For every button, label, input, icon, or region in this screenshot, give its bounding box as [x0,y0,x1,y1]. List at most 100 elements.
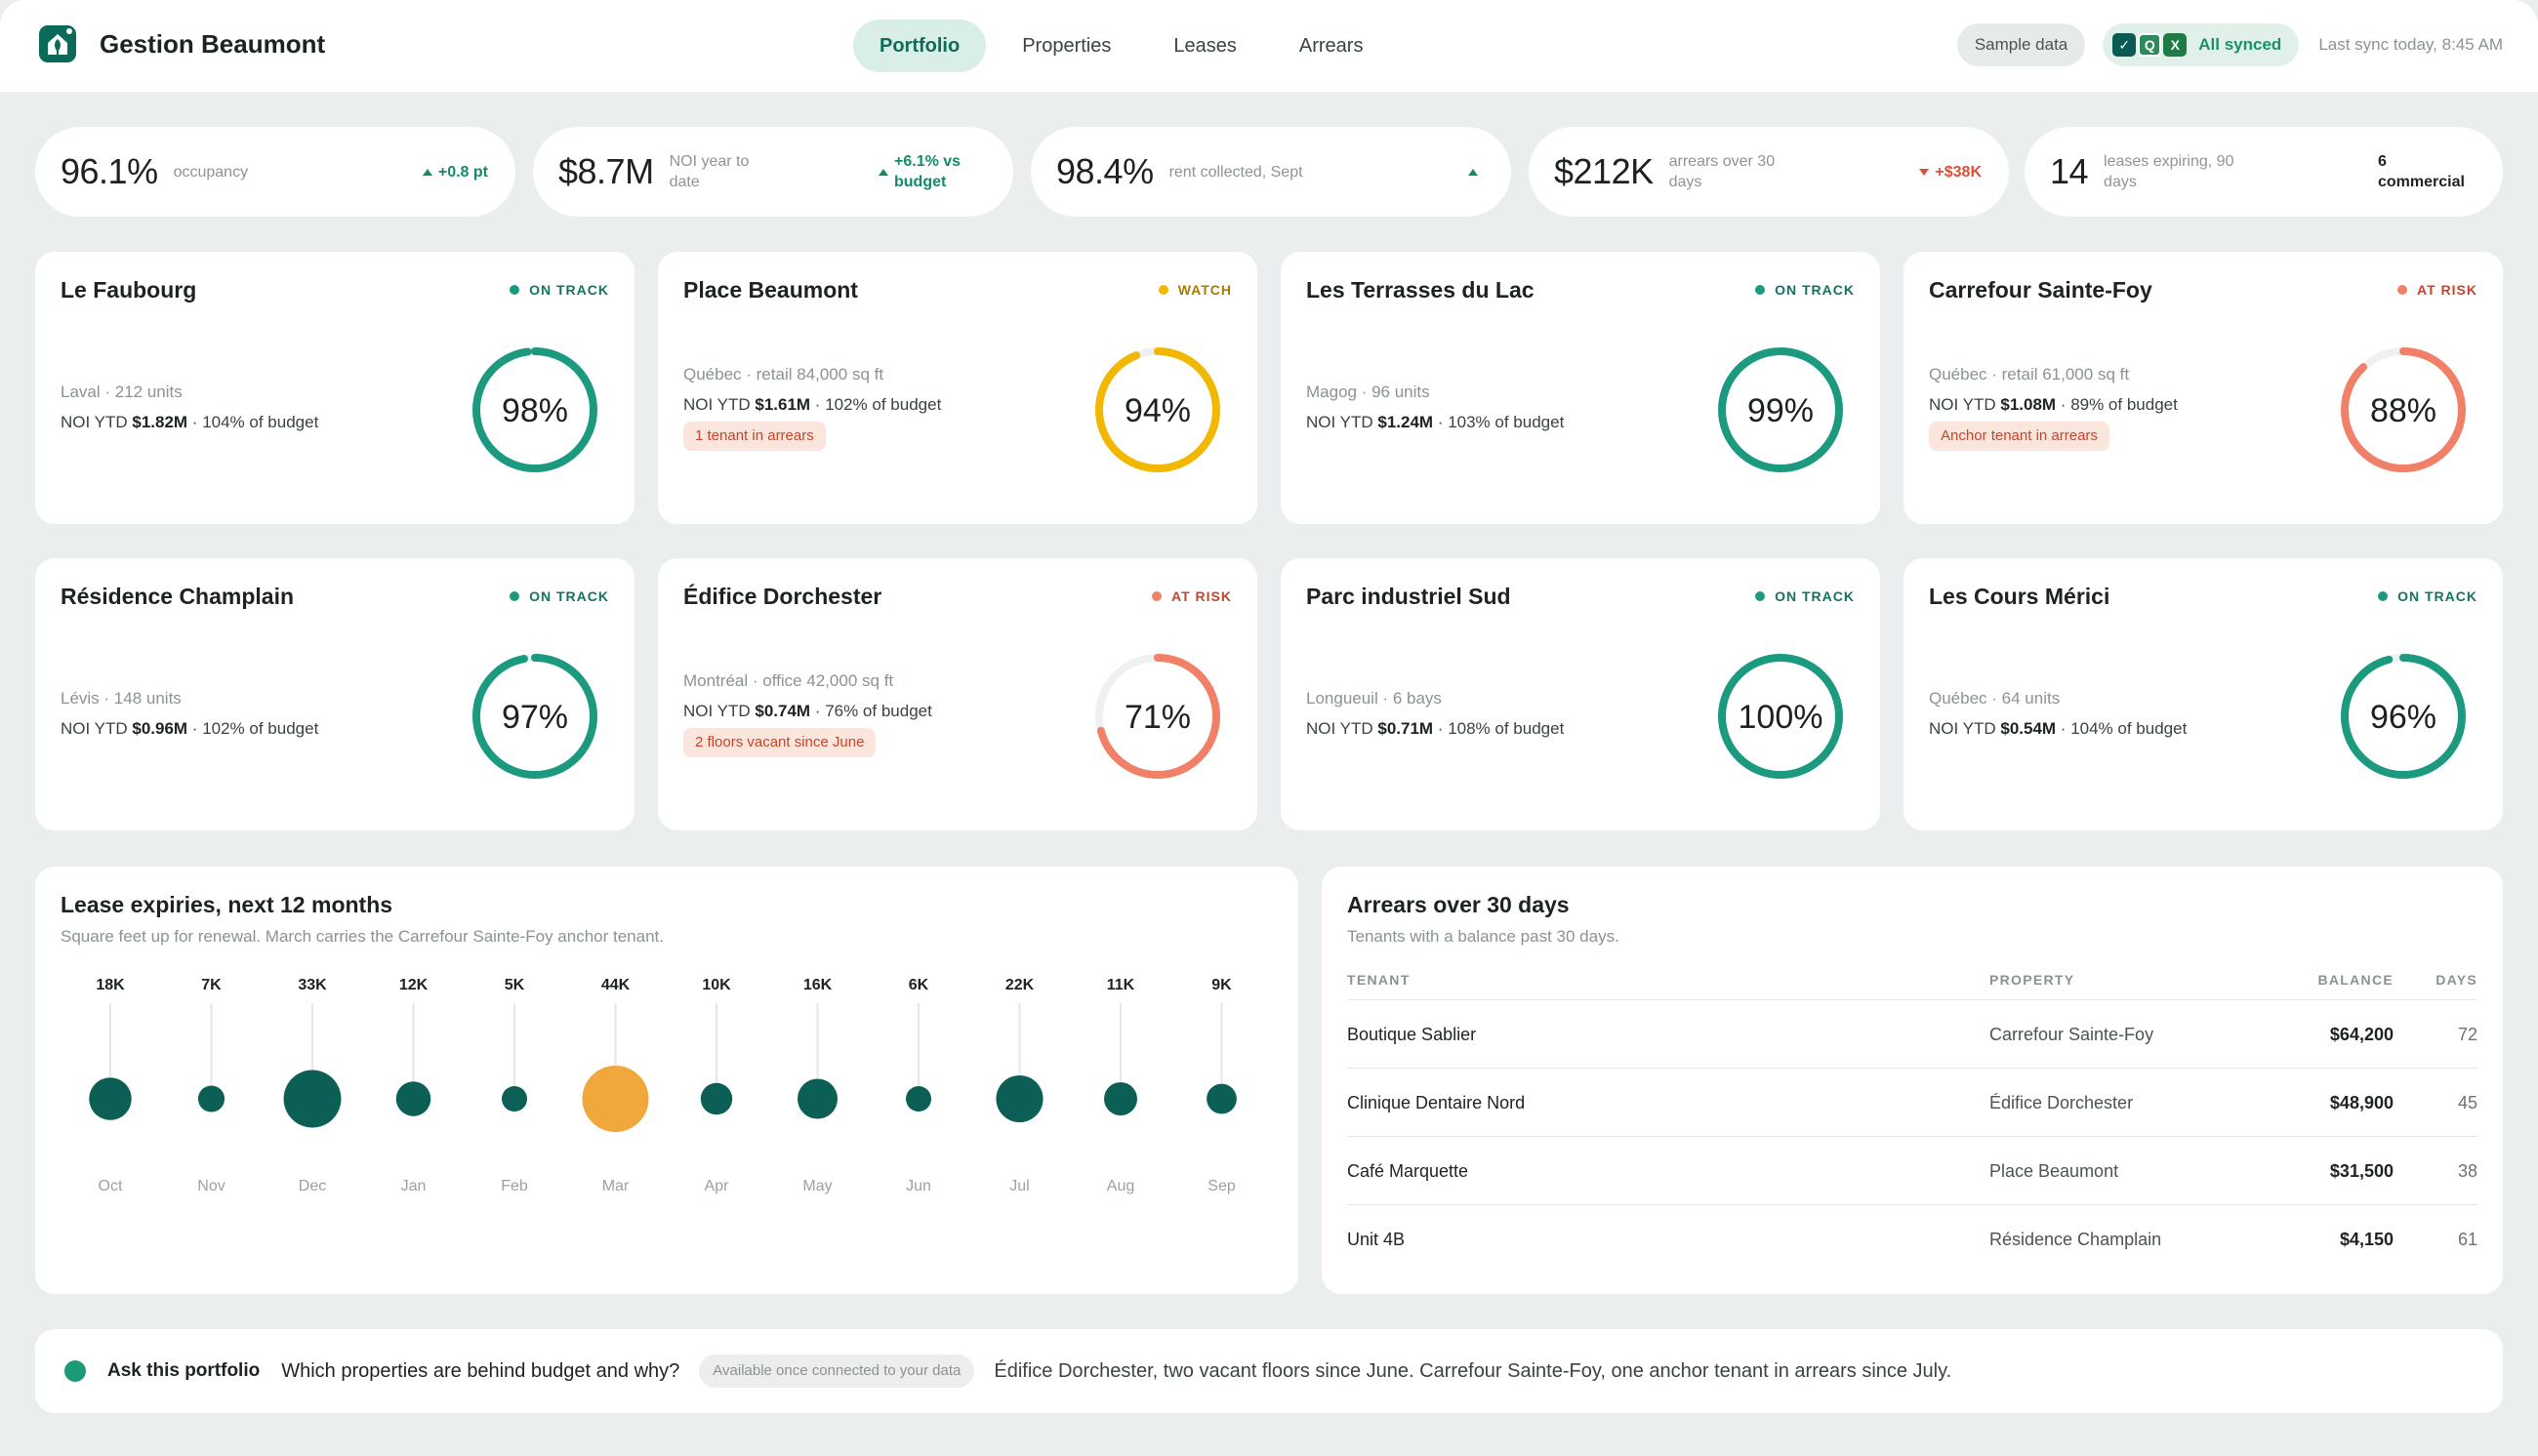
kpi-value: $212K [1554,151,1654,191]
data-label: 44K [601,977,631,993]
data-label: 7K [201,977,222,993]
budget-ring: 99% [1718,347,1843,472]
table-row[interactable]: Unit 4B Résidence Champlain $4,150 61 [1347,1204,2477,1273]
status-badge: ON TRACK [510,282,609,298]
property-alert: 1 tenant in arrears [683,422,826,451]
col-header-balance[interactable]: BALANCE [2317,972,2394,988]
col-header-property[interactable]: PROPERTY [1989,972,2075,988]
budget-ring: 97% [472,654,597,779]
brand[interactable]: Gestion Beaumont [39,25,325,62]
excel-icon: X [2163,33,2188,57]
data-label: 18K [96,977,125,993]
expiry-bubble[interactable] [502,1086,527,1112]
expiry-bubble[interactable] [1207,1083,1237,1114]
property-card[interactable]: Place Beaumont WATCH Québec · retail 84,00… [658,252,1257,524]
status-badge: ON TRACK [1755,588,1855,604]
status-dot-icon [1152,591,1163,601]
expiry-bubble[interactable] [89,1077,132,1120]
expiry-bubble[interactable] [797,1078,839,1119]
table-row[interactable]: Boutique Sablier Carrefour Sainte-Foy $64,… [1347,999,2477,1068]
ring-progress [2341,347,2466,472]
panel-subtitle: Square feet up for renewal. March carrie… [61,927,664,946]
tab-arrears[interactable]: Arrears [1298,34,1364,57]
property-cell: Résidence Champlain [1989,1230,2162,1249]
table-row[interactable]: Café Marquette Place Beaumont $31,500 38 [1347,1136,2477,1204]
property-noi: NOI YTD $0.71M · 108% of budget [1306,719,1565,738]
data-label: 11K [1107,977,1135,993]
budget-ratio: 89% of budget [2070,395,2178,414]
ask-question[interactable]: Which properties are behind budget and w… [281,1359,680,1382]
noi-value: $0.54M [2000,719,2057,738]
noi-value: $1.08M [2000,395,2057,414]
kpi-rent-collected[interactable]: 98.4% rent collected, Sept [1031,127,1511,217]
property-card[interactable]: Les Terrasses du Lac ON TRACK Magog · 96 u… [1281,252,1880,524]
property-noi: NOI YTD $0.54M · 104% of budget [1929,719,2188,738]
expiry-bubble[interactable] [582,1066,649,1132]
budget-ring: 100% [1718,654,1843,779]
ring-progress [1718,347,1843,472]
noi-prefix: NOI YTD [683,395,751,414]
property-card[interactable]: Résidence Champlain ON TRACK Lévis · 148 u… [35,558,634,830]
property-card[interactable]: Le Faubourg ON TRACK Laval · 212 units NOI … [35,252,634,524]
property-card[interactable]: Édifice Dorchester AT RISK Montréal · offi… [658,558,1257,830]
property-noi: NOI YTD $1.08M · 89% of budget [1929,395,2178,414]
noi-prefix: NOI YTD [1929,395,1996,414]
kpi-leases-expiring[interactable]: 14 leases expiring, 90 days 6 commercial [2025,127,2503,217]
sample-data-badge[interactable]: Sample data [1956,23,2086,66]
data-label: 33K [298,977,327,993]
panel-title: Lease expiries, next 12 months [61,892,393,917]
tenant-cell: Unit 4B [1347,1230,1406,1249]
tenant-cell: Clinique Dentaire Nord [1347,1093,1526,1112]
ask-portfolio-bar[interactable]: Ask this portfolio Which properties are … [35,1329,2503,1413]
panel-title: Arrears over 30 days [1347,892,1570,917]
expiry-bubble[interactable] [1104,1082,1137,1115]
expiry-bubble[interactable] [283,1070,342,1128]
status-badge: AT RISK [1152,588,1232,604]
ask-label: Ask this portfolio [107,1360,261,1381]
expiry-bubble[interactable] [996,1074,1044,1123]
budget-ratio: 104% of budget [202,413,319,431]
kpi-label: NOI year to date [669,153,750,190]
property-cell: Place Beaumont [1989,1161,2119,1181]
property-card[interactable]: Carrefour Sainte-Foy AT RISK Québec · reta… [1904,252,2503,524]
property-alert: 2 floors vacant since June [683,728,877,757]
status-dot-icon [1158,285,1168,295]
property-card[interactable]: Parc industriel Sud ON TRACK Longueuil · 6… [1281,558,1880,830]
ask-answer: Édifice Dorchester, two vacant floors si… [994,1359,1952,1382]
kpi-occupancy[interactable]: 96.1% occupancy +0.8 pt [35,127,515,217]
sync-status[interactable]: ✓ Q X All synced [2103,23,2300,66]
expiry-bubble[interactable] [700,1082,733,1115]
days-cell: 72 [2457,1025,2477,1044]
property-card[interactable]: Les Cours Mérici ON TRACK Québec · 64 unit… [1904,558,2503,830]
data-label: 5K [505,977,525,993]
table-row[interactable]: Clinique Dentaire Nord Édifice Dorchester… [1347,1068,2477,1136]
budget-ratio: 76% of budget [825,702,932,720]
month-label: Mar [602,1178,630,1194]
noi-prefix: NOI YTD [1929,719,1996,738]
kpi-noi[interactable]: $8.7M NOI year to date +6.1% vs budget [533,127,1013,217]
balance-cell: $4,150 [2339,1230,2394,1249]
tab-portfolio[interactable]: Portfolio [853,20,987,72]
data-label: 6K [909,977,929,993]
ring-progress [472,654,597,779]
status-label: ON TRACK [1775,282,1855,298]
kpi-label: rent collected, Sept [1168,163,1303,181]
expiry-bubble[interactable] [906,1086,931,1112]
col-header-tenant[interactable]: TENANT [1347,972,1411,988]
noi-prefix: NOI YTD [61,719,128,738]
status-dot-icon [2378,591,2389,601]
balance-cell: $31,500 [2329,1161,2394,1181]
ring-percent: 71% [1125,699,1191,736]
tab-leases[interactable]: Leases [1173,34,1237,57]
tab-properties[interactable]: Properties [1022,34,1112,57]
expiry-bubble[interactable] [395,1081,431,1116]
col-header-days[interactable]: DAYS [2436,972,2477,988]
property-meta: Québec · 64 units [1929,689,2061,708]
month-label: May [802,1178,832,1194]
expiry-bubble[interactable] [197,1085,225,1112]
property-meta: Québec · retail 61,000 sq ft [1929,365,2130,384]
property-cell: Carrefour Sainte-Foy [1989,1025,2154,1044]
house-leaf-icon [39,25,76,62]
kpi-arrears[interactable]: $212K arrears over 30 days +$38K [1529,127,2009,217]
property-alert: Anchor tenant in arrears [1929,422,2109,451]
